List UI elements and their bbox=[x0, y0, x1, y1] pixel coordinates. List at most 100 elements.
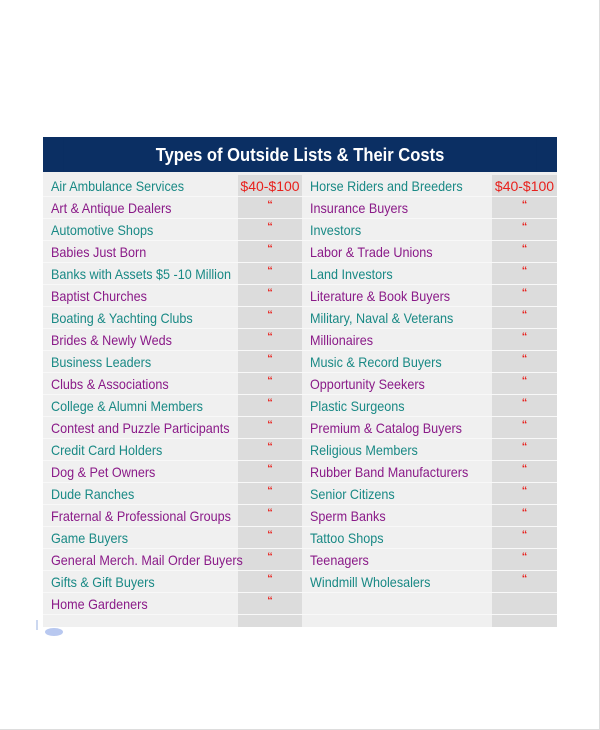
left-list-price: “ bbox=[238, 285, 302, 307]
list-name-text: Gifts & Gift Buyers bbox=[51, 574, 155, 590]
right-list-price: “ bbox=[492, 505, 557, 527]
list-name-text: Military, Naval & Veterans bbox=[310, 310, 454, 326]
left-list-price: “ bbox=[238, 373, 302, 395]
left-list-name: Dude Ranches bbox=[43, 483, 238, 505]
list-name-text: Labor & Trade Unions bbox=[310, 244, 433, 260]
left-list-name: General Merch. Mail Order Buyers bbox=[43, 549, 243, 571]
list-name-text: Land Investors bbox=[310, 266, 393, 282]
left-list-name: Automotive Shops bbox=[43, 219, 238, 241]
left-list-price: “ bbox=[238, 571, 302, 593]
right-list-name: Senior Citizens bbox=[302, 483, 492, 505]
list-name-text: Credit Card Holders bbox=[51, 442, 163, 458]
left-list-name: Business Leaders bbox=[43, 351, 238, 373]
list-name-text: Plastic Surgeons bbox=[310, 398, 405, 414]
right-list-name bbox=[302, 593, 492, 615]
right-list-price: “ bbox=[492, 483, 557, 505]
right-list-price: “ bbox=[492, 549, 557, 571]
left-price-pad bbox=[238, 615, 302, 627]
right-list-price: $40-$100 bbox=[492, 175, 557, 197]
left-list-price: “ bbox=[238, 439, 302, 461]
right-list-name: Millionaires bbox=[302, 329, 492, 351]
list-name-text: Boating & Yachting Clubs bbox=[51, 310, 193, 326]
left-list-name: Clubs & Associations bbox=[43, 373, 238, 395]
right-list-name: Teenagers bbox=[302, 549, 492, 571]
right-list-price: “ bbox=[492, 395, 557, 417]
list-name-text: Tattoo Shops bbox=[310, 530, 384, 546]
list-name-text: Baptist Churches bbox=[51, 288, 147, 304]
right-list-name: Opportunity Seekers bbox=[302, 373, 492, 395]
left-list-price: $40-$100 bbox=[238, 175, 302, 197]
list-name-text: Air Ambulance Services bbox=[51, 178, 185, 194]
left-list-name: Air Ambulance Services bbox=[43, 175, 238, 197]
right-list-name: Premium & Catalog Buyers bbox=[302, 417, 492, 439]
list-name-text: College & Alumni Members bbox=[51, 398, 203, 414]
list-name-text: Literature & Book Buyers bbox=[310, 288, 451, 304]
right-list-name: Plastic Surgeons bbox=[302, 395, 492, 417]
list-name-text: Sperm Banks bbox=[310, 508, 386, 524]
left-list-name: College & Alumni Members bbox=[43, 395, 238, 417]
right-list-name: Investors bbox=[302, 219, 492, 241]
left-list-price: “ bbox=[238, 329, 302, 351]
right-list-price: “ bbox=[492, 307, 557, 329]
right-list-price: “ bbox=[492, 571, 557, 593]
list-name-text: Clubs & Associations bbox=[51, 376, 169, 392]
left-list-price: “ bbox=[238, 351, 302, 373]
list-name-text: Dude Ranches bbox=[51, 486, 135, 502]
right-list-name: Windmill Wholesalers bbox=[302, 571, 492, 593]
list-name-text: Art & Antique Dealers bbox=[51, 200, 172, 216]
left-list-price: “ bbox=[238, 219, 302, 241]
list-name-text: Rubber Band Manufacturers bbox=[310, 464, 469, 480]
left-list-price: “ bbox=[238, 549, 302, 571]
left-list-name: Baptist Churches bbox=[43, 285, 238, 307]
list-name-text: Babies Just Born bbox=[51, 244, 147, 260]
left-list-price: “ bbox=[238, 593, 302, 615]
list-name-text: Opportunity Seekers bbox=[310, 376, 425, 392]
right-list-name: Religious Members bbox=[302, 439, 492, 461]
decorative-swoosh-icon bbox=[36, 620, 63, 636]
left-pad bbox=[43, 615, 238, 627]
left-list-name: Brides & Newly Weds bbox=[43, 329, 238, 351]
list-name-text: Senior Citizens bbox=[310, 486, 395, 502]
list-name-text: Home Gardeners bbox=[51, 596, 148, 612]
list-name-text: Banks with Assets $5 -10 Million bbox=[51, 266, 231, 282]
left-list-name: Art & Antique Dealers bbox=[43, 197, 238, 219]
right-list-price: “ bbox=[492, 373, 557, 395]
right-list-price: “ bbox=[492, 241, 557, 263]
right-list-name: Rubber Band Manufacturers bbox=[302, 461, 492, 483]
right-list-name: Insurance Buyers bbox=[302, 197, 492, 219]
left-list-name: Boating & Yachting Clubs bbox=[43, 307, 238, 329]
list-name-text: Fraternal & Professional Groups bbox=[51, 508, 231, 524]
right-list-price: “ bbox=[492, 219, 557, 241]
right-list-name: Literature & Book Buyers bbox=[302, 285, 492, 307]
right-list-name: Land Investors bbox=[302, 263, 492, 285]
right-list-price: “ bbox=[492, 329, 557, 351]
left-list-name: Dog & Pet Owners bbox=[43, 461, 238, 483]
list-name-text: Religious Members bbox=[310, 442, 418, 458]
left-list-name: Credit Card Holders bbox=[43, 439, 238, 461]
right-list-price bbox=[492, 593, 557, 615]
left-list-price: “ bbox=[238, 263, 302, 285]
right-list-price: “ bbox=[492, 263, 557, 285]
list-name-text: Premium & Catalog Buyers bbox=[310, 420, 462, 436]
list-name-text: Horse Riders and Breeders bbox=[310, 178, 463, 194]
left-list-price: “ bbox=[238, 505, 302, 527]
right-list-price: “ bbox=[492, 439, 557, 461]
list-name-text: Game Buyers bbox=[51, 530, 129, 546]
outside-lists-table: Types of Outside Lists & Their Costs Air… bbox=[43, 137, 557, 627]
list-name-text: Business Leaders bbox=[51, 354, 152, 370]
list-name-text: General Merch. Mail Order Buyers bbox=[51, 552, 243, 568]
right-list-name: Horse Riders and Breeders bbox=[302, 175, 492, 197]
table-title: Types of Outside Lists & Their Costs bbox=[63, 137, 537, 172]
left-list-price: “ bbox=[238, 197, 302, 219]
list-name-text: Teenagers bbox=[310, 552, 369, 568]
list-name-text: Music & Record Buyers bbox=[310, 354, 442, 370]
table-header: Types of Outside Lists & Their Costs bbox=[43, 137, 557, 172]
list-name-text: Brides & Newly Weds bbox=[51, 332, 172, 348]
list-name-text: Contest and Puzzle Participants bbox=[51, 420, 230, 436]
right-list-price: “ bbox=[492, 461, 557, 483]
list-name-text: Insurance Buyers bbox=[310, 200, 409, 216]
left-list-price: “ bbox=[238, 395, 302, 417]
left-list-price: “ bbox=[238, 417, 302, 439]
left-list-price: “ bbox=[238, 461, 302, 483]
left-list-name: Fraternal & Professional Groups bbox=[43, 505, 238, 527]
